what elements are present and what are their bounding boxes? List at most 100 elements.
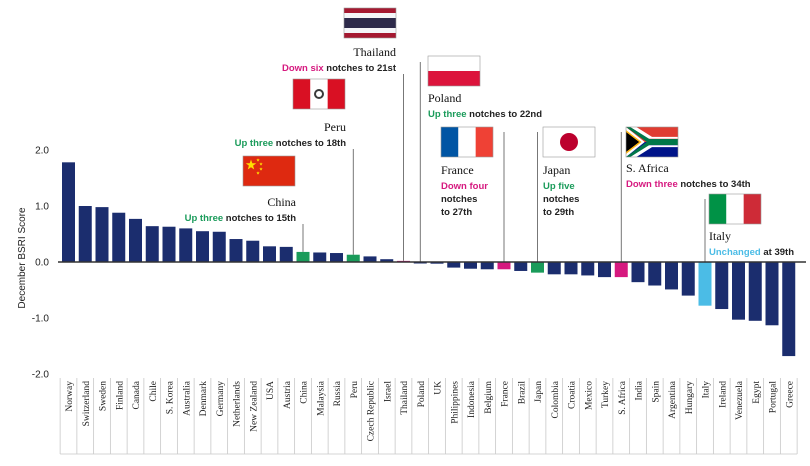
category-label-colombia: Colombia <box>551 380 561 418</box>
italy-flag-icon <box>708 193 762 225</box>
annotation-france: France Down four notches to 27th <box>440 126 494 218</box>
bar-netherlands <box>229 239 243 262</box>
bar-switzerland <box>78 206 92 262</box>
bar-india <box>631 262 645 283</box>
annotation-note: Up three notches to 15th <box>185 213 297 224</box>
category-label-denmark: Denmark <box>199 381 209 417</box>
annotation-note-part: notches to 34th <box>678 179 751 190</box>
bar-japan <box>531 262 544 273</box>
category-label-s-korea: S. Korea <box>166 380 176 414</box>
annotation-note: Down four <box>441 181 488 192</box>
bar-ireland <box>715 262 729 310</box>
annotation-peru: Peru Up three notches to 18th <box>235 78 347 149</box>
france-flag-icon <box>440 126 494 158</box>
annotation-country-name: China <box>267 195 296 209</box>
annotation-note-part: Up three <box>428 109 467 120</box>
annotation-italy: Italy Unchanged at 39th <box>708 193 794 258</box>
annotation-note: to 27th <box>441 207 472 218</box>
bar-sweden <box>95 207 109 262</box>
bar-portugal <box>765 262 779 326</box>
annotation-note-part: Up three <box>235 138 274 149</box>
category-label-indonesia: Indonesia <box>467 380 477 418</box>
peru-flag-icon <box>292 78 346 110</box>
category-label-s-africa: S. Africa <box>617 380 628 415</box>
bar-czech-republic <box>363 256 377 262</box>
category-label-france: France <box>501 381 511 407</box>
annotation-note: Up three notches to 18th <box>235 138 347 149</box>
annotation-japan: Japan Up five notches to 29th <box>542 126 596 218</box>
category-label-new-zealand: New Zealand <box>249 381 259 432</box>
bar-malaysia <box>313 252 327 262</box>
y-axis-label: December BSRI Score <box>17 207 28 309</box>
bar-australia <box>179 228 193 262</box>
bar-peru <box>346 254 360 262</box>
bar-philippines <box>447 262 461 268</box>
category-label-spain: Spain <box>651 381 661 403</box>
category-label-india: India <box>635 380 645 400</box>
annotation-thailand: Thailand Down six notches to 21st <box>282 7 397 74</box>
category-label-uk: UK <box>434 381 444 395</box>
annotation-country-name: Poland <box>428 91 461 105</box>
bar-usa <box>263 246 276 262</box>
japan-flag-icon <box>542 126 596 158</box>
annotation-note-part: Up five <box>543 181 575 192</box>
bar-s-korea <box>162 226 176 262</box>
category-label-croatia: Croatia <box>568 380 578 409</box>
category-label-thailand: Thailand <box>400 381 410 415</box>
bar-china <box>296 251 310 262</box>
y-tick-label: 0.0 <box>35 258 49 269</box>
annotation-note-part: notches to 22nd <box>467 109 543 120</box>
category-label-hungary: Hungary <box>685 381 695 414</box>
bar-greece <box>782 262 796 357</box>
category-label-turkey: Turkey <box>601 381 611 408</box>
annotation-s-africa: S. Africa Down three notches to 34th <box>625 126 751 190</box>
bars <box>62 162 796 357</box>
bar-belgium <box>480 262 494 270</box>
category-label-italy: Italy <box>702 381 712 399</box>
bar-norway <box>62 162 75 262</box>
country-annotations: Thailand Down six notches to 21st Peru Up t… <box>185 7 794 258</box>
annotation-note: notches <box>543 194 579 205</box>
category-labels: Norway Switzerland Sweden Finland Canada Chil… <box>65 380 795 441</box>
annotation-note-part: to 27th <box>441 207 472 218</box>
category-label-usa: USA <box>266 381 276 400</box>
bar-brazil <box>514 262 528 271</box>
y-tick-label: -2.0 <box>32 370 50 381</box>
annotation-note-part: to 29th <box>543 207 574 218</box>
bar-canada <box>129 218 142 262</box>
category-label-china: China <box>300 380 310 403</box>
bar-austria <box>279 246 293 262</box>
y-tick-label: 1.0 <box>35 202 49 213</box>
category-label-finland: Finland <box>115 381 125 410</box>
category-label-belgium: Belgium <box>484 380 494 413</box>
category-axis-frame <box>59 378 798 455</box>
category-label-mexico: Mexico <box>584 381 594 410</box>
category-label-norway: Norway <box>65 381 75 412</box>
category-label-portugal: Portugal <box>769 381 779 414</box>
category-label-japan: Japan <box>534 381 544 403</box>
bar-russia <box>330 253 343 262</box>
annotation-note-part: notches <box>441 194 477 205</box>
annotation-note: Up five <box>543 181 575 192</box>
annotation-note: notches <box>441 194 477 205</box>
annotation-country-name: Japan <box>543 163 570 177</box>
annotation-note-part: Up three <box>185 213 224 224</box>
annotation-note: to 29th <box>543 207 574 218</box>
category-label-brazil: Brazil <box>517 381 527 405</box>
bar-uk <box>430 262 444 264</box>
category-label-russia: Russia <box>333 380 343 406</box>
y-tick-label: 2.0 <box>35 146 49 157</box>
annotation-country-name: Thailand <box>353 45 396 59</box>
bar-mexico <box>581 262 595 276</box>
annotation-country-name: Peru <box>324 120 346 134</box>
china-flag-icon <box>242 155 296 187</box>
category-label-chile: Chile <box>149 381 159 402</box>
y-axis-label-group: December BSRI Score <box>17 207 28 309</box>
category-label-venezuela: Venezuela <box>735 380 745 420</box>
annotation-note-part: Down four <box>441 181 488 192</box>
bar-turkey <box>598 262 611 278</box>
bar-italy <box>698 262 712 306</box>
annotation-note: Down three notches to 34th <box>626 179 751 190</box>
annotation-note-part: at 39th <box>761 247 794 258</box>
annotation-note-part: notches to 15th <box>223 213 296 224</box>
